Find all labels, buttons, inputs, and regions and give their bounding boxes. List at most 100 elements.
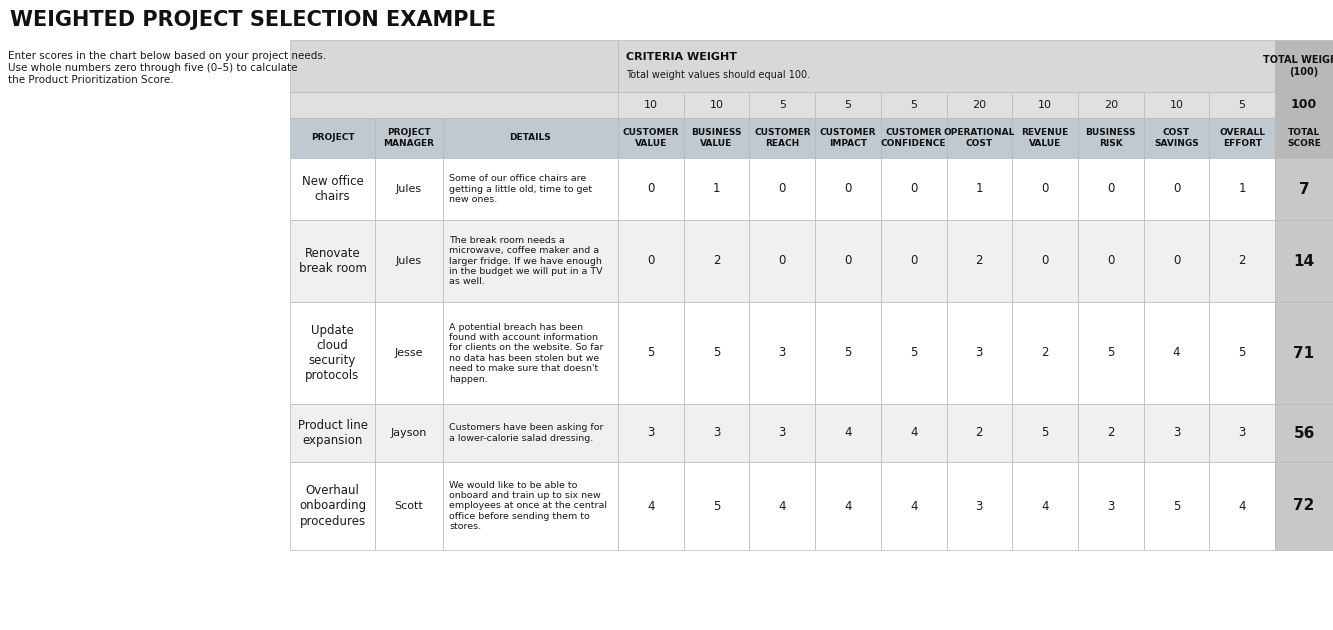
Bar bbox=[684, 158, 749, 220]
Text: 5: 5 bbox=[1173, 500, 1180, 512]
Text: CUSTOMER
REACH: CUSTOMER REACH bbox=[754, 129, 810, 147]
Bar bbox=[0, 40, 291, 630]
Bar bbox=[1209, 404, 1274, 462]
Text: 2: 2 bbox=[1238, 255, 1246, 268]
Text: 4: 4 bbox=[647, 500, 655, 512]
Text: Jules: Jules bbox=[396, 256, 423, 266]
Bar bbox=[443, 220, 619, 302]
Bar bbox=[1078, 404, 1144, 462]
Bar bbox=[881, 118, 946, 158]
Bar bbox=[881, 158, 946, 220]
Bar bbox=[1209, 118, 1274, 158]
Bar bbox=[291, 158, 375, 220]
Bar bbox=[814, 220, 881, 302]
Bar bbox=[443, 404, 619, 462]
Bar bbox=[375, 118, 443, 158]
Bar bbox=[1274, 404, 1333, 462]
Text: Jules: Jules bbox=[396, 184, 423, 194]
Text: 0: 0 bbox=[647, 183, 655, 195]
Text: 1: 1 bbox=[976, 183, 984, 195]
Bar bbox=[814, 118, 881, 158]
Text: 0: 0 bbox=[910, 255, 917, 268]
Bar bbox=[1274, 220, 1333, 302]
Text: 3: 3 bbox=[1173, 427, 1180, 440]
Text: 3: 3 bbox=[1238, 427, 1246, 440]
Text: 2: 2 bbox=[976, 427, 984, 440]
Text: OVERALL
EFFORT: OVERALL EFFORT bbox=[1220, 129, 1265, 147]
Bar bbox=[1274, 92, 1333, 118]
Text: 4: 4 bbox=[1041, 500, 1049, 512]
Bar bbox=[684, 92, 749, 118]
Bar bbox=[619, 158, 684, 220]
Text: Product line
expansion: Product line expansion bbox=[297, 419, 368, 447]
Text: 0: 0 bbox=[1173, 183, 1180, 195]
Bar bbox=[291, 404, 375, 462]
Text: 5: 5 bbox=[844, 100, 852, 110]
Bar bbox=[1274, 462, 1333, 550]
Text: Total weight values should equal 100.: Total weight values should equal 100. bbox=[627, 71, 810, 81]
Bar bbox=[375, 404, 443, 462]
Text: Jayson: Jayson bbox=[391, 428, 427, 438]
Bar bbox=[1274, 40, 1333, 92]
Text: CUSTOMER
CONFIDENCE: CUSTOMER CONFIDENCE bbox=[881, 129, 946, 147]
Text: The break room needs a
microwave, coffee maker and a
larger fridge. If we have e: The break room needs a microwave, coffee… bbox=[449, 236, 603, 286]
Text: 2: 2 bbox=[976, 255, 984, 268]
Bar bbox=[291, 462, 375, 550]
Text: BUSINESS
VALUE: BUSINESS VALUE bbox=[692, 129, 741, 147]
Text: 3: 3 bbox=[778, 427, 786, 440]
Bar bbox=[0, 0, 1333, 40]
Text: 4: 4 bbox=[910, 500, 917, 512]
Text: Scott: Scott bbox=[395, 501, 424, 511]
Text: 3: 3 bbox=[778, 346, 786, 360]
Text: 0: 0 bbox=[910, 183, 917, 195]
Bar bbox=[946, 404, 1012, 462]
Text: Some of our office chairs are
getting a little old, time to get
new ones.: Some of our office chairs are getting a … bbox=[449, 174, 592, 204]
Bar bbox=[1078, 220, 1144, 302]
Bar bbox=[1012, 92, 1078, 118]
Text: 5: 5 bbox=[910, 346, 917, 360]
Bar bbox=[1012, 220, 1078, 302]
Bar bbox=[814, 158, 881, 220]
Text: 3: 3 bbox=[647, 427, 655, 440]
Bar bbox=[1144, 158, 1209, 220]
Text: 10: 10 bbox=[1169, 100, 1184, 110]
Text: New office
chairs: New office chairs bbox=[301, 175, 364, 203]
Text: Customers have been asking for
a lower-calorie salad dressing.: Customers have been asking for a lower-c… bbox=[449, 423, 604, 443]
Bar bbox=[375, 302, 443, 404]
Text: 4: 4 bbox=[1173, 346, 1180, 360]
Bar bbox=[443, 302, 619, 404]
Text: 0: 0 bbox=[844, 183, 852, 195]
Text: 20: 20 bbox=[1104, 100, 1118, 110]
Bar bbox=[1209, 92, 1274, 118]
Bar bbox=[619, 118, 684, 158]
Bar bbox=[814, 92, 881, 118]
Text: PROJECT
MANAGER: PROJECT MANAGER bbox=[384, 129, 435, 147]
Bar bbox=[443, 158, 619, 220]
Bar bbox=[881, 220, 946, 302]
Bar bbox=[684, 302, 749, 404]
Text: 0: 0 bbox=[778, 183, 786, 195]
Text: TOTAL
SCORE: TOTAL SCORE bbox=[1288, 129, 1321, 147]
Bar bbox=[946, 220, 1012, 302]
Bar bbox=[749, 404, 814, 462]
Text: Enter scores in the chart below based on your project needs.
Use whole numbers z: Enter scores in the chart below based on… bbox=[8, 52, 327, 84]
Text: 71: 71 bbox=[1293, 345, 1314, 360]
Bar bbox=[1012, 118, 1078, 158]
Bar bbox=[1144, 220, 1209, 302]
Bar bbox=[1078, 302, 1144, 404]
Bar bbox=[946, 92, 1012, 118]
Text: 5: 5 bbox=[713, 346, 720, 360]
Bar bbox=[684, 404, 749, 462]
Text: 10: 10 bbox=[644, 100, 659, 110]
Text: Update
cloud
security
protocols: Update cloud security protocols bbox=[305, 324, 360, 382]
Text: PROJECT: PROJECT bbox=[311, 134, 355, 142]
Text: 1: 1 bbox=[1238, 183, 1246, 195]
Bar bbox=[1012, 158, 1078, 220]
Text: TOTAL WEIGHT
(100): TOTAL WEIGHT (100) bbox=[1264, 55, 1333, 77]
Text: 2: 2 bbox=[1041, 346, 1049, 360]
Bar bbox=[749, 92, 814, 118]
Text: 0: 0 bbox=[1041, 255, 1049, 268]
Text: 0: 0 bbox=[647, 255, 655, 268]
Bar bbox=[881, 92, 946, 118]
Bar bbox=[1012, 462, 1078, 550]
